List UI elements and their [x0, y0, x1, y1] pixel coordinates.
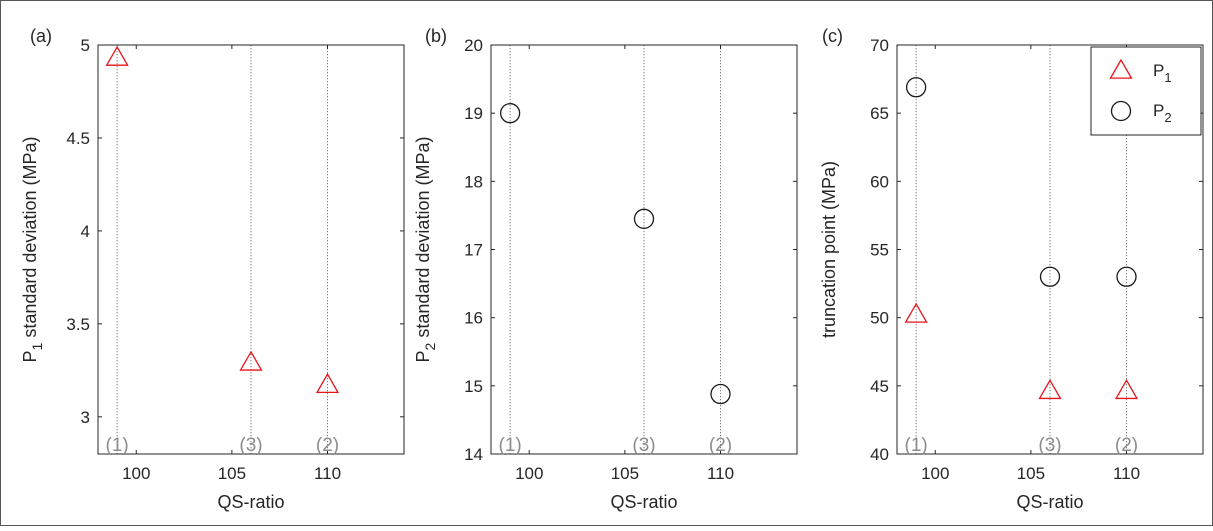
x-axis-label: QS-ratio	[1016, 492, 1083, 512]
y-axis-label: truncation point (MPa)	[819, 161, 839, 338]
x-tick-label: 100	[515, 464, 543, 483]
data-point	[499, 103, 521, 124]
legend-marker	[1110, 100, 1132, 122]
y-tick-label: 4	[81, 222, 90, 241]
panel-3: 100 105 110 40 45 50 55 60 65 70 (1) (3) (2) QS-ratio…	[819, 26, 1204, 512]
legend-label: P2	[1153, 101, 1172, 125]
x-tick-label: 110	[1113, 464, 1140, 483]
x-tick-label: 110	[707, 464, 734, 483]
y-tick-label: 70	[870, 36, 889, 55]
run-label: (1)	[905, 435, 928, 456]
run-label: (1)	[106, 435, 129, 456]
y-tick-label: 50	[870, 309, 889, 328]
y-tick-label: 18	[464, 172, 483, 191]
y-axis-label: P1 standard deviation (MPa)	[20, 137, 45, 363]
panel-label: (a)	[30, 26, 52, 46]
data-point	[239, 350, 263, 371]
data-point	[315, 372, 340, 394]
data-point	[904, 302, 928, 323]
x-tick-label: 105	[1017, 464, 1045, 483]
legend-marker	[1109, 58, 1133, 79]
data-point	[1038, 378, 1062, 400]
x-axis-label: QS-ratio	[610, 492, 677, 512]
x-tick-label: 100	[921, 464, 949, 483]
y-tick-label: 16	[464, 309, 483, 328]
data-point	[1114, 378, 1139, 400]
y-tick-label: 45	[870, 377, 889, 396]
y-tick-label: 14	[464, 445, 483, 464]
run-label: (2)	[1115, 435, 1138, 456]
legend: P1 P2	[1090, 46, 1202, 136]
x-axis-label: QS-ratio	[217, 492, 284, 512]
run-label: (3)	[1038, 435, 1061, 456]
y-tick-label: 55	[870, 241, 889, 260]
axes-box	[97, 44, 405, 455]
run-label: (3)	[632, 435, 655, 456]
run-label: (1)	[499, 435, 522, 456]
y-tick-label: 3.5	[66, 315, 90, 334]
legend-box	[1090, 46, 1202, 136]
y-tick-label: 4.5	[66, 129, 90, 148]
y-tick-label: 15	[464, 377, 483, 396]
y-axis-label: P2 standard deviation (MPa)	[413, 137, 438, 363]
panel-label: (b)	[425, 26, 447, 46]
data-point	[633, 208, 655, 229]
data-point	[105, 45, 129, 66]
y-tick-label: 60	[870, 172, 889, 191]
y-tick-label: 40	[870, 445, 889, 464]
data-point	[1039, 266, 1061, 287]
y-tick-label: 3	[81, 408, 90, 427]
legend-label: P1	[1153, 61, 1172, 85]
data-point	[905, 77, 927, 98]
y-tick-label: 19	[464, 104, 483, 123]
y-tick-label: 17	[464, 241, 483, 260]
run-label: (3)	[239, 435, 262, 456]
y-tick-label: 5	[81, 36, 90, 55]
panel-2: 100 105 110 14 15 16 17 18 19 20 (1) (3) (2) QS-ratio…	[413, 26, 798, 512]
x-tick-label: 100	[122, 464, 150, 483]
data-point	[710, 383, 731, 405]
x-tick-label: 105	[611, 464, 639, 483]
x-tick-label: 105	[218, 464, 246, 483]
y-tick-label: 65	[870, 104, 889, 123]
panel-label: (c)	[822, 26, 843, 46]
y-tick-label: 20	[464, 36, 483, 55]
panel-1: 100 105 110 3 3.5 4 4.5 5 (1) (3) (2) QS-ratio P1 st…	[20, 26, 405, 512]
run-label: (2)	[709, 435, 732, 456]
x-tick-label: 110	[314, 464, 341, 483]
run-label: (2)	[316, 435, 339, 456]
data-point	[1116, 266, 1137, 287]
